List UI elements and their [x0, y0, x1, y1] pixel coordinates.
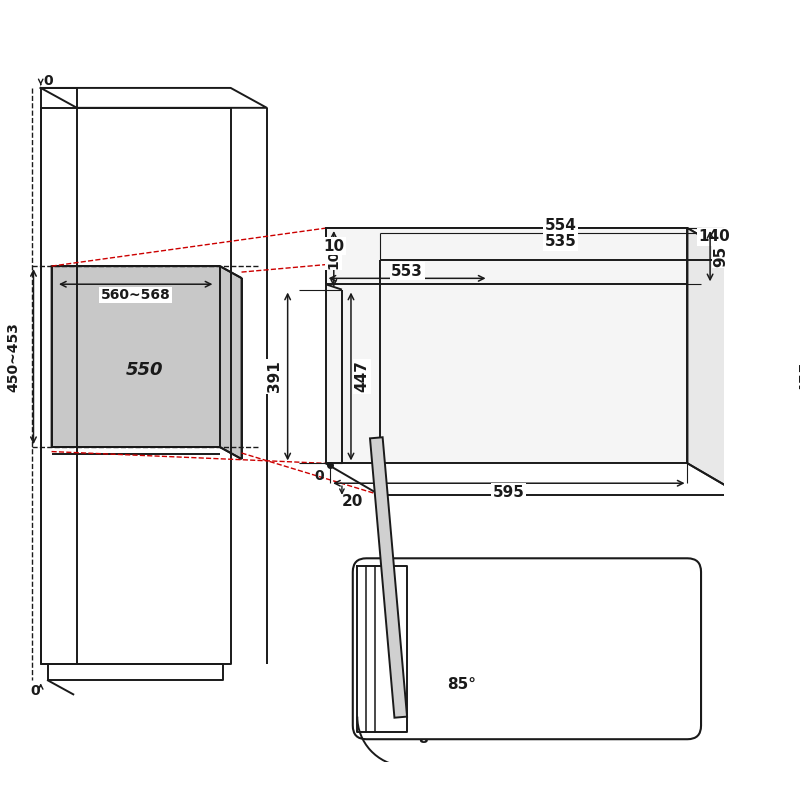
- Polygon shape: [326, 228, 687, 463]
- Text: 535: 535: [545, 234, 577, 249]
- Text: 85°: 85°: [447, 678, 476, 693]
- Text: 0: 0: [30, 684, 40, 698]
- Text: 560~568: 560~568: [101, 288, 170, 302]
- Text: 0: 0: [314, 469, 324, 483]
- Polygon shape: [51, 266, 242, 459]
- Text: 10: 10: [326, 249, 341, 269]
- Text: 95: 95: [714, 246, 729, 266]
- Text: 550: 550: [126, 361, 163, 379]
- Text: 8: 8: [418, 732, 428, 746]
- Text: 0: 0: [43, 74, 53, 88]
- Text: 447: 447: [354, 361, 370, 393]
- Polygon shape: [370, 438, 407, 718]
- Text: 6: 6: [662, 699, 676, 709]
- FancyBboxPatch shape: [353, 558, 701, 739]
- Text: 140: 140: [698, 230, 730, 244]
- Text: 450~453: 450~453: [6, 322, 21, 391]
- Text: 348: 348: [518, 569, 550, 584]
- Text: 391: 391: [267, 361, 282, 392]
- Polygon shape: [326, 228, 742, 260]
- Text: 20: 20: [342, 494, 363, 509]
- Text: 595: 595: [493, 485, 525, 500]
- Text: 554: 554: [545, 218, 577, 233]
- Text: 553: 553: [391, 263, 423, 278]
- Text: 10: 10: [323, 238, 344, 254]
- Polygon shape: [687, 228, 742, 495]
